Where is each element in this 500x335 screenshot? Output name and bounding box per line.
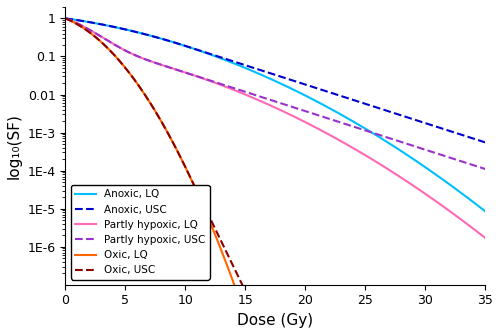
Line: Oxic, USC: Oxic, USC: [66, 18, 485, 335]
Partly hypoxic, LQ: [482, 236, 488, 240]
Y-axis label: log₁₀(SF): log₁₀(SF): [7, 113, 22, 179]
Partly hypoxic, LQ: [232, 88, 238, 92]
Partly hypoxic, LQ: [248, 95, 254, 99]
Partly hypoxic, USC: [106, 39, 112, 43]
Anoxic, USC: [62, 16, 68, 20]
Anoxic, USC: [106, 24, 112, 28]
Oxic, LQ: [62, 16, 68, 20]
Anoxic, LQ: [232, 62, 238, 66]
Partly hypoxic, LQ: [106, 39, 112, 43]
Oxic, LQ: [232, 285, 238, 289]
Anoxic, USC: [248, 65, 254, 69]
Oxic, USC: [62, 16, 68, 20]
Oxic, USC: [106, 47, 112, 51]
Oxic, LQ: [106, 47, 112, 51]
Partly hypoxic, LQ: [62, 16, 68, 20]
Anoxic, USC: [398, 113, 404, 117]
Anoxic, LQ: [390, 144, 396, 148]
Line: Partly hypoxic, USC: Partly hypoxic, USC: [66, 18, 485, 169]
Anoxic, LQ: [482, 209, 488, 213]
Anoxic, LQ: [106, 24, 112, 28]
Anoxic, USC: [350, 98, 356, 102]
Partly hypoxic, USC: [232, 86, 238, 90]
Partly hypoxic, LQ: [398, 175, 404, 179]
X-axis label: Dose (Gy): Dose (Gy): [237, 313, 314, 328]
Oxic, USC: [248, 299, 254, 304]
Anoxic, LQ: [248, 68, 254, 72]
Partly hypoxic, USC: [350, 125, 356, 129]
Line: Anoxic, LQ: Anoxic, LQ: [66, 18, 485, 211]
Anoxic, LQ: [62, 16, 68, 20]
Partly hypoxic, USC: [482, 167, 488, 171]
Oxic, USC: [232, 268, 238, 272]
Line: Partly hypoxic, LQ: Partly hypoxic, LQ: [66, 18, 485, 238]
Partly hypoxic, USC: [62, 16, 68, 20]
Legend: Anoxic, LQ, Anoxic, USC, Partly hypoxic, LQ, Partly hypoxic, USC, Oxic, LQ, Oxic: Anoxic, LQ, Anoxic, USC, Partly hypoxic,…: [70, 185, 210, 280]
Anoxic, LQ: [350, 120, 356, 124]
Anoxic, LQ: [398, 148, 404, 152]
Line: Oxic, LQ: Oxic, LQ: [66, 18, 485, 335]
Anoxic, USC: [390, 111, 396, 115]
Anoxic, USC: [232, 60, 238, 64]
Line: Anoxic, USC: Anoxic, USC: [66, 18, 485, 142]
Partly hypoxic, USC: [248, 91, 254, 95]
Partly hypoxic, USC: [398, 140, 404, 144]
Partly hypoxic, USC: [390, 137, 396, 141]
Oxic, LQ: [248, 328, 254, 332]
Partly hypoxic, LQ: [390, 170, 396, 174]
Partly hypoxic, LQ: [350, 146, 356, 150]
Anoxic, USC: [482, 140, 488, 144]
